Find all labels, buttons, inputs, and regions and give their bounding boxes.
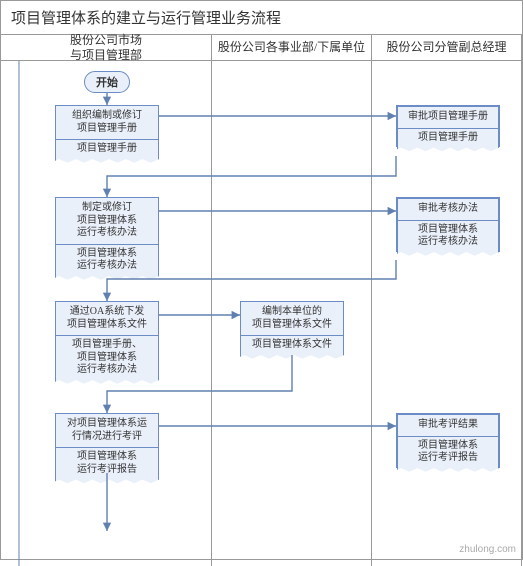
lane-1: 开始 组织编制或修订项目管理手册 项目管理手册 制定或修订项目管理体系运行考核办… bbox=[1, 61, 212, 566]
node-a2-main: 制定或修订项目管理体系运行考核办法 bbox=[56, 198, 158, 244]
lane-2: 编制本单位的项目管理体系文件 项目管理体系文件 bbox=[212, 61, 372, 566]
watermark: zhulong.com bbox=[459, 544, 516, 555]
node-c4: 审批考评结果 项目管理体系运行考评报告 bbox=[396, 413, 500, 468]
node-a4: 对项目管理体系运行情况进行考评 项目管理体系运行考评报告 bbox=[55, 413, 159, 479]
node-c1-main: 审批项目管理手册 bbox=[398, 107, 498, 128]
lane-3: 审批项目管理手册 项目管理手册 审批考核办法 项目管理体系运行考核办法 审批考评… bbox=[372, 61, 522, 566]
lane-header-3: 股份公司分管副总经理 bbox=[372, 35, 522, 60]
start-node: 开始 bbox=[84, 71, 130, 93]
node-a3-sub: 项目管理手册、项目管理体系运行考核办法 bbox=[56, 335, 158, 380]
node-a1: 组织编制或修订项目管理手册 项目管理手册 bbox=[55, 105, 159, 159]
node-c2-main: 审批考核办法 bbox=[398, 199, 498, 220]
node-b3: 编制本单位的项目管理体系文件 项目管理体系文件 bbox=[240, 301, 344, 355]
lane-header-2: 股份公司各事业部/下属单位 bbox=[212, 35, 372, 60]
node-a1-sub: 项目管理手册 bbox=[56, 139, 158, 159]
node-a4-sub: 项目管理体系运行考评报告 bbox=[56, 447, 158, 479]
node-a3-main: 通过OA系统下发项目管理体系文件 bbox=[56, 302, 158, 335]
node-b3-main: 编制本单位的项目管理体系文件 bbox=[241, 302, 343, 335]
lane-headers: 股份公司市场与项目管理部 股份公司各事业部/下属单位 股份公司分管副总经理 bbox=[1, 35, 522, 61]
node-c2-sub: 项目管理体系运行考核办法 bbox=[398, 220, 498, 252]
node-a1-main: 组织编制或修订项目管理手册 bbox=[56, 106, 158, 139]
node-a2-sub: 项目管理体系运行考核办法 bbox=[56, 244, 158, 276]
page-title: 项目管理体系的建立与运行管理业务流程 bbox=[1, 1, 522, 35]
node-a4-main: 对项目管理体系运行情况进行考评 bbox=[56, 414, 158, 447]
lane-header-1: 股份公司市场与项目管理部 bbox=[1, 35, 212, 60]
node-c1: 审批项目管理手册 项目管理手册 bbox=[396, 105, 500, 147]
node-c4-sub: 项目管理体系运行考评报告 bbox=[398, 436, 498, 468]
node-c1-sub: 项目管理手册 bbox=[398, 128, 498, 148]
node-c2: 审批考核办法 项目管理体系运行考核办法 bbox=[396, 197, 500, 252]
node-a2: 制定或修订项目管理体系运行考核办法 项目管理体系运行考核办法 bbox=[55, 197, 159, 276]
diagram-page: 项目管理体系的建立与运行管理业务流程 股份公司市场与项目管理部 股份公司各事业部… bbox=[0, 0, 523, 560]
node-b3-sub: 项目管理体系文件 bbox=[241, 335, 343, 355]
node-c4-main: 审批考评结果 bbox=[398, 415, 498, 436]
lane-body: 开始 组织编制或修订项目管理手册 项目管理手册 制定或修订项目管理体系运行考核办… bbox=[1, 61, 522, 566]
node-a3: 通过OA系统下发项目管理体系文件 项目管理手册、项目管理体系运行考核办法 bbox=[55, 301, 159, 380]
